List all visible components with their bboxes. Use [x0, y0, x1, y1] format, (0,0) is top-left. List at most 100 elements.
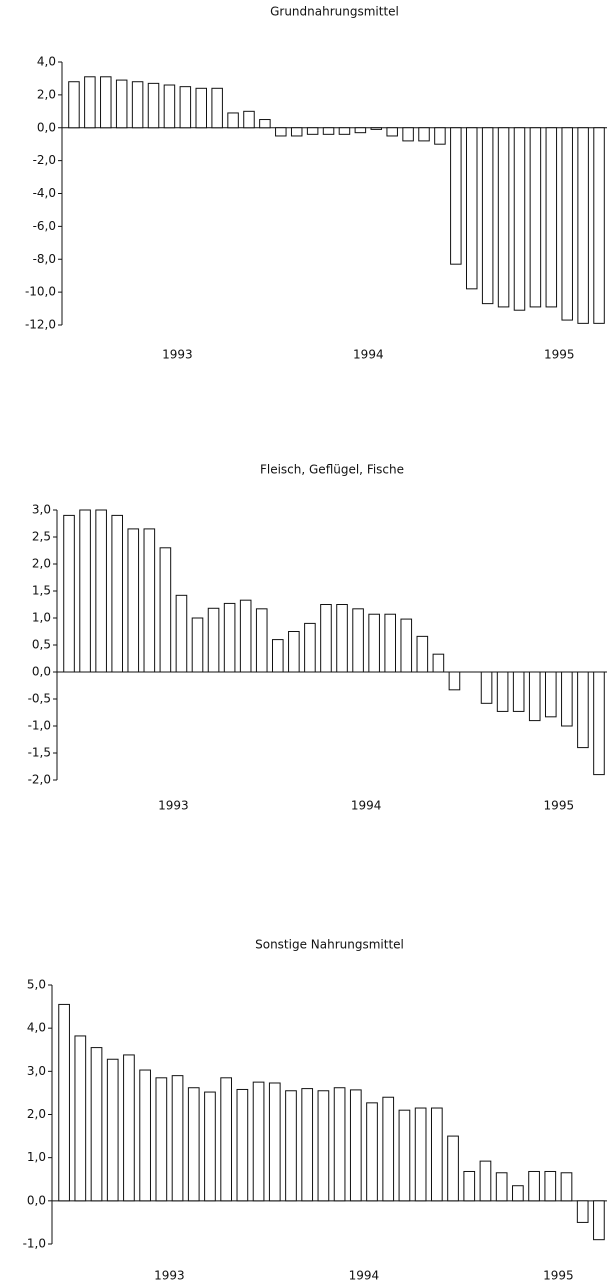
bar: [111, 514, 124, 673]
x-tick-label: 1993: [158, 799, 189, 813]
y-tick-label: -2,0: [28, 773, 51, 787]
bar: [304, 622, 316, 673]
bar: [593, 1200, 605, 1241]
bar: [512, 1185, 524, 1202]
y-tick-label: -1,5: [28, 746, 51, 760]
bar: [163, 84, 176, 129]
bar: [220, 1077, 233, 1202]
bar: [545, 127, 558, 308]
bar: [400, 618, 413, 673]
y-tick-label: 2,5: [32, 530, 51, 544]
bar: [333, 1087, 346, 1202]
bar: [211, 87, 223, 129]
bar: [386, 127, 398, 137]
bar: [577, 671, 589, 749]
bar: [106, 1058, 119, 1202]
y-tick-label: 2,0: [32, 557, 51, 571]
bar: [95, 509, 107, 673]
y-tick-label: 2,0: [27, 1107, 46, 1121]
bar: [512, 671, 525, 712]
x-tick-label: 1995: [544, 348, 575, 362]
bar: [268, 1082, 281, 1202]
bar: [179, 86, 192, 129]
bar: [528, 671, 541, 722]
bar: [207, 607, 220, 673]
x-tick-label: 1994: [353, 348, 384, 362]
bar: [143, 528, 156, 673]
bar: [349, 1089, 362, 1202]
bar: [354, 127, 367, 134]
bar: [288, 631, 300, 673]
bar: [430, 1107, 443, 1202]
y-tick-label: -1,0: [28, 719, 51, 733]
bar: [414, 1107, 427, 1202]
bar: [171, 1075, 184, 1202]
y-tick-label: 3,0: [27, 1064, 46, 1078]
y-tick-label: -1,0: [23, 1237, 46, 1251]
bar: [236, 1088, 249, 1202]
bar: [187, 1087, 200, 1202]
bar: [450, 127, 462, 265]
bar: [448, 671, 461, 691]
bar: [239, 599, 252, 673]
x-tick-label: 1995: [544, 799, 575, 813]
bar: [529, 127, 542, 308]
y-tick-label: -8,0: [33, 252, 56, 266]
bar: [259, 119, 271, 129]
y-tick-label: 0,0: [27, 1193, 46, 1207]
bar: [285, 1090, 297, 1202]
bar: [204, 1091, 216, 1202]
bar: [370, 127, 383, 130]
bar: [317, 1090, 330, 1202]
bar: [497, 127, 510, 308]
bar: [271, 639, 284, 673]
bar: [528, 1170, 540, 1202]
bar: [195, 87, 208, 129]
bar: [74, 1035, 87, 1202]
y-tick-label: -10,0: [25, 285, 56, 299]
bar: [322, 127, 335, 135]
bar: [255, 608, 268, 673]
bar: [561, 671, 573, 727]
bar: [115, 79, 128, 129]
bar: [561, 127, 573, 321]
y-tick-label: 1,5: [32, 584, 51, 598]
y-tick-label: -12,0: [25, 318, 56, 332]
bar: [480, 671, 493, 704]
bar: [84, 76, 96, 129]
y-tick-label: -2,0: [33, 153, 56, 167]
y-tick-label: 0,0: [37, 120, 56, 134]
bar: [223, 602, 236, 673]
bar: [306, 127, 319, 135]
x-tick-label: 1993: [162, 348, 193, 362]
y-tick-label: 3,0: [32, 503, 51, 517]
bar: [320, 604, 332, 673]
y-tick-label: -6,0: [33, 219, 56, 233]
bar: [496, 671, 509, 712]
bar: [368, 613, 380, 673]
bar: [68, 81, 80, 129]
bar: [402, 127, 414, 142]
bar: [159, 547, 172, 673]
bar: [336, 604, 348, 673]
bar: [434, 127, 446, 145]
bar: [175, 594, 188, 673]
bar: [123, 1054, 135, 1202]
y-tick-label: 1,0: [27, 1150, 46, 1164]
x-tick-label: 1994: [351, 799, 382, 813]
bar: [593, 127, 605, 324]
bar: [252, 1081, 265, 1202]
y-tick-label: 4,0: [27, 1021, 46, 1035]
bar: [432, 653, 445, 673]
bar: [544, 1170, 557, 1202]
y-tick-label: -0,5: [28, 692, 51, 706]
bar: [576, 1200, 589, 1223]
bar: [447, 1135, 459, 1202]
bar: [481, 127, 494, 305]
y-tick-label: 0,5: [32, 638, 51, 652]
y-tick-label: 0,0: [32, 665, 51, 679]
bar: [127, 528, 140, 673]
y-tick-label: 5,0: [27, 978, 46, 992]
y-tick-label: 2,0: [37, 87, 56, 101]
